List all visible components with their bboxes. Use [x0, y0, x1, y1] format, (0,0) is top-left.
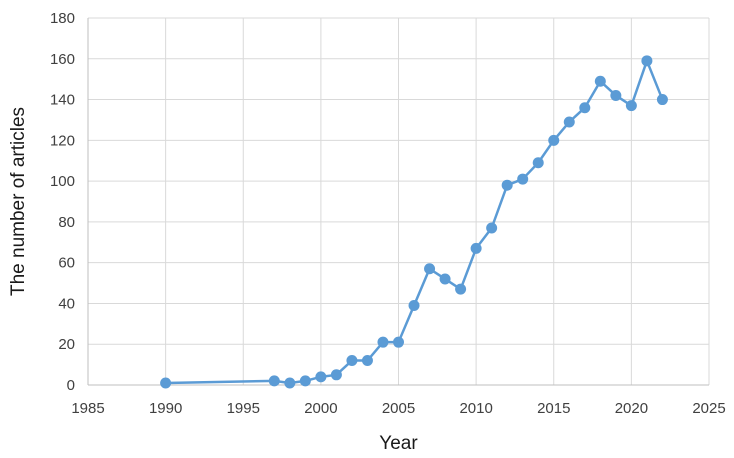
y-tick-label: 40 [58, 295, 75, 312]
data-point [160, 377, 172, 389]
data-point [563, 116, 575, 128]
y-tick-label: 140 [50, 92, 75, 109]
x-tick-label: 2020 [615, 400, 648, 417]
data-point [486, 222, 498, 234]
x-tick-label: 2000 [304, 400, 337, 417]
data-point [346, 355, 358, 367]
data-point [641, 55, 653, 67]
series-layer [160, 55, 668, 389]
data-point [656, 94, 668, 106]
data-point [625, 100, 637, 112]
y-tick-label: 60 [58, 255, 75, 272]
data-point [470, 242, 482, 254]
y-tick-label: 120 [50, 132, 75, 149]
data-point [315, 371, 327, 383]
data-point [393, 336, 404, 348]
x-tick-label: 1990 [149, 400, 182, 417]
axes [87, 18, 709, 386]
data-point [377, 336, 389, 348]
data-point [501, 179, 513, 191]
data-point [455, 283, 467, 295]
y-tick-label: 20 [58, 336, 75, 353]
data-point [299, 375, 311, 387]
x-tick-label: 2005 [382, 400, 415, 417]
y-tick-label: 80 [58, 214, 75, 231]
y-tick-label: 100 [50, 173, 75, 190]
y-axis-title: The number of articles [8, 107, 29, 296]
data-point [439, 273, 451, 285]
tick-labels: 0 20 40 60 80 100 120 140 160 180 1985 1990 1995 2000… [50, 10, 726, 417]
x-tick-label: 2010 [459, 400, 492, 417]
x-tick-label: 1995 [227, 400, 260, 417]
data-point [532, 157, 544, 169]
y-tick-label: 160 [50, 51, 75, 68]
data-point [594, 75, 606, 87]
data-point [268, 375, 280, 387]
data-point [579, 102, 591, 114]
data-point [424, 263, 436, 275]
x-tick-label: 2025 [692, 400, 725, 417]
x-axis-title: Year [379, 433, 418, 454]
data-point [330, 369, 342, 381]
gridlines [88, 17, 710, 385]
data-point [361, 355, 373, 367]
x-tick-label: 2015 [537, 400, 570, 417]
y-tick-label: 0 [67, 377, 75, 394]
y-tick-label: 180 [50, 10, 75, 27]
data-point [517, 173, 529, 185]
data-point [408, 299, 420, 311]
data-point [284, 377, 296, 389]
x-tick-label: 1985 [71, 400, 104, 417]
data-point [610, 89, 622, 101]
data-point [548, 134, 560, 146]
